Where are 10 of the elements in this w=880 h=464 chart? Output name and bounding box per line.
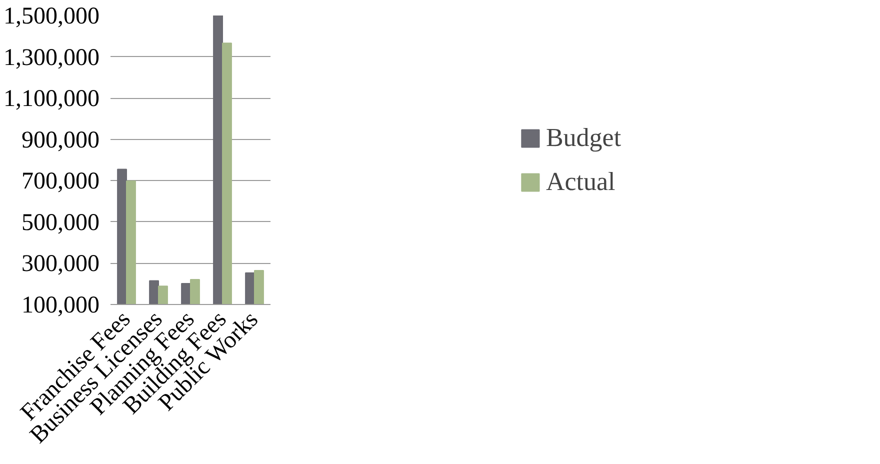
y-tick-label: 900,000 [22, 127, 100, 154]
y-tick-label: 1,500,000 [4, 4, 100, 30]
legend-label: Budget [546, 122, 622, 152]
y-tick-label: 700,000 [22, 168, 100, 195]
y-tick-label: 500,000 [22, 210, 100, 236]
legend-label: Actual [546, 166, 616, 196]
y-tick-label: 1,100,000 [4, 86, 100, 112]
y-tick-label: 1,300,000 [4, 44, 100, 71]
y-tick-label: 100,000 [22, 292, 100, 318]
y-tick-label: 300,000 [22, 251, 100, 278]
